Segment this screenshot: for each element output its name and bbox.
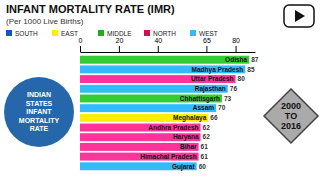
circle-badge: INDIAN STATESINFANT MORTALITYRATE xyxy=(4,77,74,147)
bar xyxy=(80,162,197,170)
data-label: 66 xyxy=(210,114,218,121)
legend-label: WEST xyxy=(199,30,218,37)
axis-line xyxy=(81,52,256,53)
x-axis: 0 20 40 65 80 xyxy=(79,37,256,53)
category-label: Andhra Pradesh xyxy=(148,124,198,131)
tick: 20 xyxy=(115,37,123,52)
annotation-line: RATE xyxy=(30,125,49,132)
tick-mark xyxy=(236,46,237,52)
legend-label: EAST xyxy=(61,30,78,37)
tick-mark xyxy=(206,46,207,52)
category-label: Rajasthan xyxy=(195,85,226,93)
play-button xyxy=(284,5,314,27)
title: INFANT MORTALITY RATE (IMR) xyxy=(6,3,175,15)
bar xyxy=(80,124,201,132)
category-label: Assam xyxy=(193,104,215,111)
tick-mark xyxy=(80,46,81,52)
tick: 80 xyxy=(232,37,240,52)
legend: SOUTH EAST MIDDLE NORTH WEST xyxy=(6,30,218,37)
bar xyxy=(80,75,236,83)
category-label: Chhattisgarh xyxy=(180,95,220,103)
data-label: 73 xyxy=(224,95,232,102)
annotation-line: 2016 xyxy=(281,121,301,131)
tick-mark xyxy=(119,46,120,52)
annotation-line: INFANT xyxy=(26,108,52,115)
annotation-line: STATES xyxy=(26,100,53,107)
legend-item: WEST xyxy=(190,30,218,37)
bar xyxy=(80,94,222,102)
annotation-line: INDIAN xyxy=(27,91,51,98)
category-label: Gujarat xyxy=(172,163,196,171)
tick-label: 40 xyxy=(154,37,162,44)
data-label: 60 xyxy=(199,163,207,170)
tick-label: 0 xyxy=(79,37,83,44)
data-label: 80 xyxy=(238,75,246,82)
legend-swatch xyxy=(52,30,58,36)
bar xyxy=(80,65,245,73)
annotation-line: TO xyxy=(285,111,297,121)
year-sign-shape xyxy=(264,89,318,143)
bar xyxy=(80,153,199,161)
bars xyxy=(80,56,249,171)
bar xyxy=(80,85,228,93)
bar xyxy=(80,56,249,64)
tick-label: 80 xyxy=(232,37,240,44)
legend-item: NORTH xyxy=(144,30,176,37)
tick-mark xyxy=(158,46,159,52)
tick-label: 65 xyxy=(203,37,211,44)
legend-swatch xyxy=(98,30,104,36)
bar xyxy=(80,114,208,122)
annotation: 2000TO2016 xyxy=(281,101,301,131)
tick: 40 xyxy=(154,37,162,52)
bar xyxy=(80,143,199,151)
legend-label: SOUTH xyxy=(15,30,38,37)
legend-item: MIDDLE xyxy=(98,30,132,37)
annotation-line: 2000 xyxy=(281,101,301,111)
data-label: 61 xyxy=(201,153,209,160)
play-button-frame xyxy=(284,5,314,27)
tick-label: 20 xyxy=(115,37,123,44)
data-label: 76 xyxy=(230,85,238,92)
circle-badge-shape xyxy=(4,77,74,147)
legend-swatch xyxy=(6,30,12,36)
data-label: 85 xyxy=(247,66,255,73)
category-label: Odisha xyxy=(225,56,247,63)
legend-swatch xyxy=(144,30,150,36)
legend-swatch xyxy=(190,30,196,36)
subtitle: (Per 1000 Live Births) xyxy=(6,17,84,26)
legend-item: EAST xyxy=(52,30,78,37)
legend-label: MIDDLE xyxy=(107,30,132,37)
category-label: Uttar Pradesh xyxy=(191,75,234,82)
play-button-icon xyxy=(295,10,305,22)
annotation: INDIAN STATESINFANT MORTALITYRATE xyxy=(19,91,60,132)
legend-item: SOUTH xyxy=(6,30,38,37)
data-label: 70 xyxy=(218,104,226,111)
data-label: 61 xyxy=(201,143,209,150)
labels: Odisha Madhya PradeshUttar Pradesh Rajasth… xyxy=(140,56,259,171)
category-label: Bihar xyxy=(180,143,197,150)
bar xyxy=(80,133,201,141)
category-label: Haryana xyxy=(173,133,199,141)
data-label: 87 xyxy=(251,56,259,63)
category-label: Meghalaya xyxy=(173,114,207,122)
legend-label: NORTH xyxy=(153,30,176,37)
category-label: Himachal Pradesh xyxy=(140,153,196,160)
data-label: 62 xyxy=(203,124,211,131)
chart: INFANT MORTALITY RATE (IMR) (Per 1000 Liv… xyxy=(0,0,320,180)
annotation-line: MORTALITY xyxy=(19,117,60,124)
bar xyxy=(80,104,216,112)
category-label: Madhya Pradesh xyxy=(192,66,244,74)
tick: 65 xyxy=(203,37,211,52)
data-label: 62 xyxy=(203,133,211,140)
year-sign: 2000TO2016 xyxy=(264,89,318,143)
tick: 0 xyxy=(79,37,83,52)
